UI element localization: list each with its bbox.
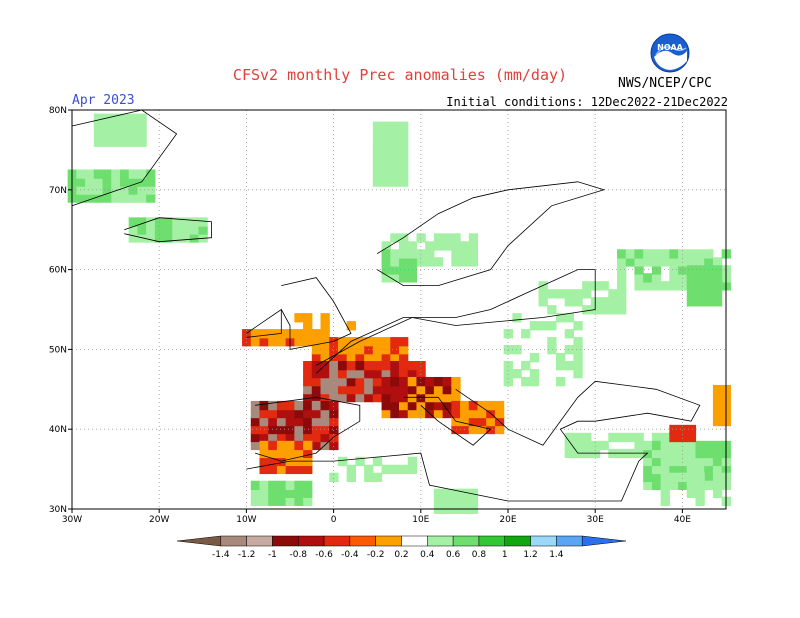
colorbar-swatch bbox=[220, 535, 247, 547]
colorbar-swatch bbox=[504, 535, 531, 547]
map-frame bbox=[71, 109, 727, 510]
colorbar-swatch bbox=[375, 535, 402, 547]
colorbar-label: -0.8 bbox=[289, 550, 307, 560]
colorbar-label: 0.8 bbox=[472, 550, 487, 560]
colorbar-label: 1 bbox=[502, 550, 508, 560]
colorbar-label: 1.2 bbox=[523, 550, 537, 560]
lon-tick-label: 40E bbox=[674, 515, 691, 525]
initial-conditions-label: Initial conditions: 12Dec2022-21Dec2022 bbox=[446, 95, 728, 109]
colorbar-swatch bbox=[323, 535, 351, 547]
colorbar-swatch bbox=[401, 535, 428, 547]
lon-tick-label: 0 bbox=[331, 515, 337, 525]
colorbar-swatch bbox=[176, 535, 222, 547]
lat-tick-label: 80N bbox=[49, 106, 67, 116]
map-gridlines bbox=[72, 110, 726, 509]
colorbar-label: -1.4 bbox=[212, 550, 230, 560]
colorbar-label: -0.6 bbox=[315, 550, 333, 560]
colorbar-label: -0.2 bbox=[367, 550, 385, 560]
colorbar-label: -1 bbox=[268, 550, 277, 560]
lat-tick-label: 50N bbox=[49, 345, 67, 355]
noaa-logo-icon: NOAA bbox=[650, 33, 690, 73]
colorbar-swatch bbox=[478, 535, 505, 547]
colorbar-swatch bbox=[581, 535, 627, 547]
colorbar-label: 1.4 bbox=[549, 550, 564, 560]
lat-tick-label: 60N bbox=[49, 266, 67, 276]
lon-tick-label: 20W bbox=[149, 515, 169, 525]
lat-tick-label: 70N bbox=[49, 186, 67, 196]
lon-tick-label: 10W bbox=[236, 515, 256, 525]
colorbar-label: 0.6 bbox=[446, 550, 461, 560]
lat-tick-label: 40N bbox=[49, 425, 67, 435]
colorbar-swatch bbox=[556, 535, 583, 547]
colorbar-swatch bbox=[272, 535, 299, 547]
lon-tick-label: 20E bbox=[499, 515, 516, 525]
lon-tick-label: 10E bbox=[412, 515, 429, 525]
organization-label: NWS/NCEP/CPC bbox=[618, 76, 712, 91]
colorbar: -1.4 -1.2 -1 -0.8 -0.6 -0.4 -0.2 0.2 0.4 0.6 0.8 1 1… bbox=[176, 535, 627, 560]
colorbar-label: -0.4 bbox=[341, 550, 359, 560]
lon-tick-label: 30W bbox=[62, 515, 82, 525]
colorbar-swatch bbox=[298, 535, 325, 547]
colorbar-swatch bbox=[349, 535, 376, 547]
colorbar-label: -1.2 bbox=[238, 550, 256, 560]
colorbar-swatch bbox=[452, 535, 480, 547]
colorbar-swatch bbox=[246, 535, 273, 547]
colorbar-label: 0.2 bbox=[394, 550, 408, 560]
colorbar-swatch bbox=[530, 535, 557, 547]
colorbar-label: 0.4 bbox=[420, 550, 435, 560]
chart-title: CFSv2 monthly Prec anomalies (mm/day) bbox=[232, 66, 568, 84]
valid-month-label: Apr 2023 bbox=[72, 93, 135, 108]
noaa-logo-text: NOAA bbox=[657, 43, 683, 52]
lat-tick-label: 30N bbox=[49, 505, 67, 515]
axis-ticks: 30W 20W 10W 0 10E 20E 30E 40E 30N 40N 50N 60N 70N 80N bbox=[49, 106, 691, 525]
colorbar-swatch bbox=[427, 535, 454, 547]
anomaly-cells bbox=[67, 113, 731, 514]
lon-tick-label: 30E bbox=[587, 515, 604, 525]
coastlines bbox=[71, 109, 701, 502]
